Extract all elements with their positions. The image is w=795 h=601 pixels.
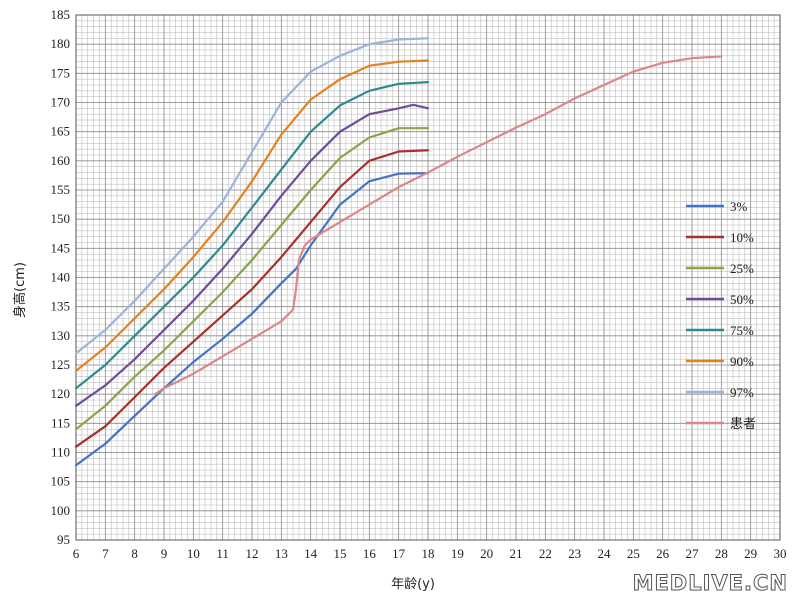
legend-label: 97% bbox=[730, 385, 754, 400]
y-tick-label: 135 bbox=[51, 299, 71, 314]
legend-label: 50% bbox=[730, 292, 754, 307]
series-line-4 bbox=[74, 81, 430, 390]
x-tick-label: 7 bbox=[102, 546, 109, 561]
major-grid bbox=[75, 14, 781, 541]
y-tick-label: 125 bbox=[51, 357, 71, 372]
x-tick-label: 24 bbox=[598, 546, 612, 561]
x-tick-label: 14 bbox=[304, 546, 318, 561]
y-tick-label: 145 bbox=[51, 240, 71, 255]
y-tick-label: 130 bbox=[51, 328, 71, 343]
y-tick-label: 180 bbox=[51, 36, 71, 51]
x-axis-ticks: 6 7 8 9 10 11 12 13 14 15 16 17 18 19 20 21 22 23 24 25 26 27… bbox=[73, 546, 787, 561]
series-line-3 bbox=[74, 103, 430, 407]
x-tick-label: 6 bbox=[73, 546, 80, 561]
y-tick-label: 170 bbox=[51, 95, 71, 110]
legend-label: 3% bbox=[730, 199, 748, 214]
x-tick-label: 28 bbox=[715, 546, 728, 561]
y-tick-label: 150 bbox=[51, 211, 71, 226]
y-tick-label: 110 bbox=[51, 445, 70, 460]
x-tick-label: 17 bbox=[392, 546, 406, 561]
y-tick-label: 120 bbox=[51, 386, 71, 401]
x-tick-label: 23 bbox=[568, 546, 581, 561]
y-tick-label: 140 bbox=[51, 270, 71, 285]
y-tick-label: 100 bbox=[51, 503, 71, 518]
x-tick-label: 21 bbox=[510, 546, 523, 561]
x-tick-label: 18 bbox=[422, 546, 435, 561]
x-tick-label: 22 bbox=[539, 546, 552, 561]
x-tick-label: 29 bbox=[744, 546, 757, 561]
y-tick-label: 160 bbox=[51, 153, 71, 168]
x-tick-label: 25 bbox=[627, 546, 640, 561]
x-tick-label: 19 bbox=[451, 546, 464, 561]
x-tick-label: 8 bbox=[131, 546, 138, 561]
x-tick-label: 26 bbox=[656, 546, 670, 561]
legend-label: 75% bbox=[730, 323, 754, 338]
series-line-6 bbox=[74, 37, 430, 355]
y-tick-label: 155 bbox=[51, 182, 71, 197]
series-line-0 bbox=[74, 172, 430, 467]
x-tick-label: 12 bbox=[246, 546, 259, 561]
y-tick-label: 95 bbox=[57, 532, 70, 547]
legend-label: 90% bbox=[730, 354, 754, 369]
x-tick-label: 9 bbox=[161, 546, 168, 561]
series-lines bbox=[74, 37, 723, 467]
y-tick-label: 165 bbox=[51, 124, 71, 139]
x-tick-label: 27 bbox=[686, 546, 700, 561]
series-line-5 bbox=[74, 59, 430, 372]
x-tick-label: 20 bbox=[480, 546, 493, 561]
legend-label: 25% bbox=[730, 261, 754, 276]
y-tick-label: 115 bbox=[51, 415, 70, 430]
x-tick-label: 16 bbox=[363, 546, 377, 561]
series-line-7 bbox=[154, 55, 723, 396]
y-axis-title: 身高(cm) bbox=[12, 262, 28, 318]
legend-label: 10% bbox=[730, 230, 754, 245]
y-tick-label: 105 bbox=[51, 474, 71, 489]
y-tick-label: 185 bbox=[51, 7, 71, 22]
watermark-text: MEDLIVE.CN bbox=[633, 571, 788, 595]
x-tick-label: 15 bbox=[334, 546, 347, 561]
legend: 3% 10% 25% 50% 75% 90% 97% 患者 bbox=[686, 199, 756, 431]
series-line-2 bbox=[74, 127, 430, 431]
x-tick-label: 11 bbox=[216, 546, 229, 561]
x-tick-label: 10 bbox=[187, 546, 200, 561]
plot-area-frame bbox=[75, 14, 781, 541]
y-axis-ticks: 95 100 105 110 115 120 125 130 135 140 145 150 155 16… bbox=[51, 7, 71, 547]
x-tick-label: 30 bbox=[774, 546, 787, 561]
legend-label: 患者 bbox=[730, 416, 756, 431]
series-line-1 bbox=[74, 149, 430, 448]
y-tick-label: 175 bbox=[51, 65, 71, 80]
x-axis-title: 年龄(y) bbox=[391, 577, 435, 592]
x-tick-label: 13 bbox=[275, 546, 288, 561]
